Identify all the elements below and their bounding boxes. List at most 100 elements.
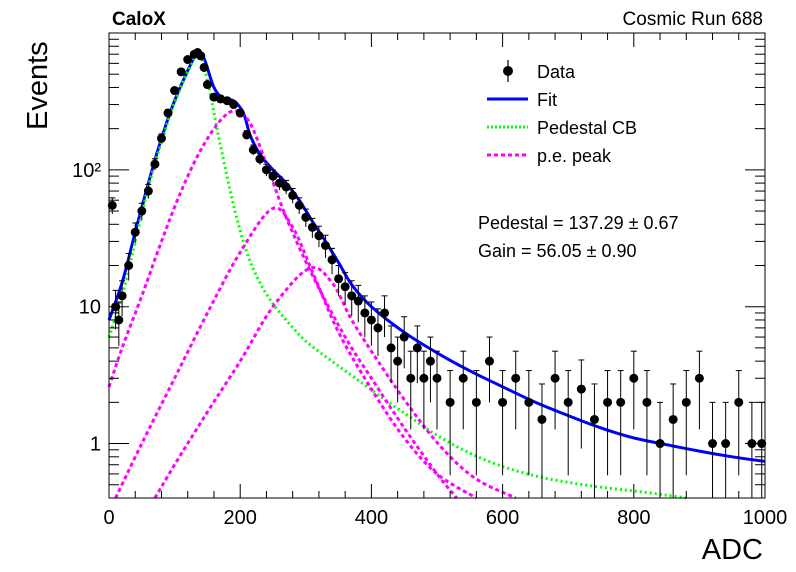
- data-point: [196, 51, 206, 61]
- data-point-marker: [616, 397, 626, 407]
- curve-pedestal-cb: [107, 52, 687, 500]
- data-point-marker: [130, 227, 140, 237]
- data-points: [107, 48, 767, 498]
- data-point-marker: [294, 200, 304, 210]
- data-point-marker: [668, 414, 678, 424]
- data-point-marker: [156, 133, 166, 143]
- data-point: [399, 316, 409, 369]
- data-point: [524, 370, 534, 476]
- data-point-marker: [307, 222, 317, 232]
- data-point: [734, 370, 744, 476]
- data-point-marker: [163, 108, 173, 118]
- data-point: [353, 284, 363, 323]
- data-point-marker: [199, 62, 209, 72]
- data-point: [419, 350, 429, 430]
- data-point: [130, 222, 140, 244]
- data-point: [681, 370, 691, 476]
- data-point: [248, 144, 258, 156]
- data-point-marker: [681, 397, 691, 407]
- data-point-marker: [124, 261, 134, 270]
- data-point: [694, 350, 704, 430]
- data-point-marker: [576, 384, 586, 394]
- data-point: [301, 208, 311, 227]
- data-point: [589, 383, 599, 498]
- data-point: [242, 130, 252, 140]
- y-tick-label: 10²: [72, 160, 101, 182]
- data-point: [294, 197, 304, 214]
- data-point-marker: [117, 291, 127, 301]
- data-point: [340, 272, 350, 306]
- data-point-marker: [629, 373, 639, 383]
- data-point: [642, 370, 652, 476]
- data-point-marker: [425, 356, 435, 366]
- x-tick-label: 0: [103, 507, 114, 529]
- legend-label-fit: Fit: [537, 90, 557, 110]
- data-point-marker: [150, 159, 160, 169]
- data-point-marker: [229, 100, 239, 110]
- data-point: [199, 62, 209, 72]
- data-point: [366, 301, 376, 346]
- data-point: [629, 350, 639, 430]
- x-tick-label: 600: [486, 507, 519, 529]
- curve-p-e-peak-1: [107, 109, 458, 499]
- data-point: [235, 108, 245, 118]
- legend-label-pedestal: Pedestal CB: [537, 118, 637, 138]
- data-point-marker: [261, 165, 271, 175]
- data-point: [307, 217, 317, 238]
- data-point-marker: [176, 67, 186, 77]
- data-point-marker: [511, 373, 521, 383]
- data-point-marker: [498, 397, 508, 407]
- data-point: [360, 295, 370, 338]
- x-tick-label: 800: [617, 507, 650, 529]
- data-point: [261, 163, 271, 177]
- data-point: [327, 247, 337, 275]
- run-label: Cosmic Run 688: [623, 9, 763, 30]
- data-point-marker: [353, 296, 363, 306]
- x-tick-label: 200: [224, 507, 257, 529]
- data-point-marker: [721, 439, 731, 449]
- data-point-marker: [314, 231, 324, 241]
- data-point: [268, 169, 278, 183]
- x-tick-label: 1000: [743, 507, 788, 529]
- data-point: [380, 295, 390, 338]
- data-point-marker: [196, 51, 206, 61]
- data-point-marker: [255, 154, 265, 164]
- data-point-marker: [340, 282, 350, 292]
- data-point: [603, 370, 613, 476]
- data-point: [347, 280, 357, 317]
- data-point: [425, 336, 435, 403]
- data-point: [373, 308, 383, 357]
- data-point: [576, 359, 586, 449]
- data-point-marker: [537, 414, 547, 424]
- data-point-marker: [393, 356, 403, 366]
- data-point-marker: [170, 86, 180, 96]
- data-point-marker: [327, 255, 337, 265]
- data-point: [229, 100, 239, 110]
- legend-label-data: Data: [537, 62, 576, 82]
- data-point-marker: [589, 414, 599, 424]
- data-point: [393, 336, 403, 403]
- data-point-marker: [380, 308, 390, 318]
- data-point-marker: [412, 343, 422, 353]
- data-point-marker: [603, 397, 613, 407]
- data-point-marker: [419, 373, 429, 383]
- data-point-marker: [386, 343, 396, 353]
- data-point-marker: [550, 373, 560, 383]
- data-point: [334, 265, 344, 296]
- data-point: [117, 280, 127, 317]
- data-point: [550, 350, 560, 430]
- data-point-marker: [143, 186, 153, 196]
- data-point-marker: [445, 397, 455, 407]
- data-point: [143, 183, 153, 199]
- legend-label-pe: p.e. peak: [537, 146, 612, 166]
- data-point: [563, 370, 573, 476]
- data-point: [498, 370, 508, 476]
- data-point-marker: [406, 373, 416, 383]
- data-point-marker: [301, 212, 311, 222]
- data-point-marker: [458, 373, 468, 383]
- data-point-marker: [366, 315, 376, 325]
- data-point-marker: [399, 332, 409, 342]
- data-point: [386, 325, 396, 384]
